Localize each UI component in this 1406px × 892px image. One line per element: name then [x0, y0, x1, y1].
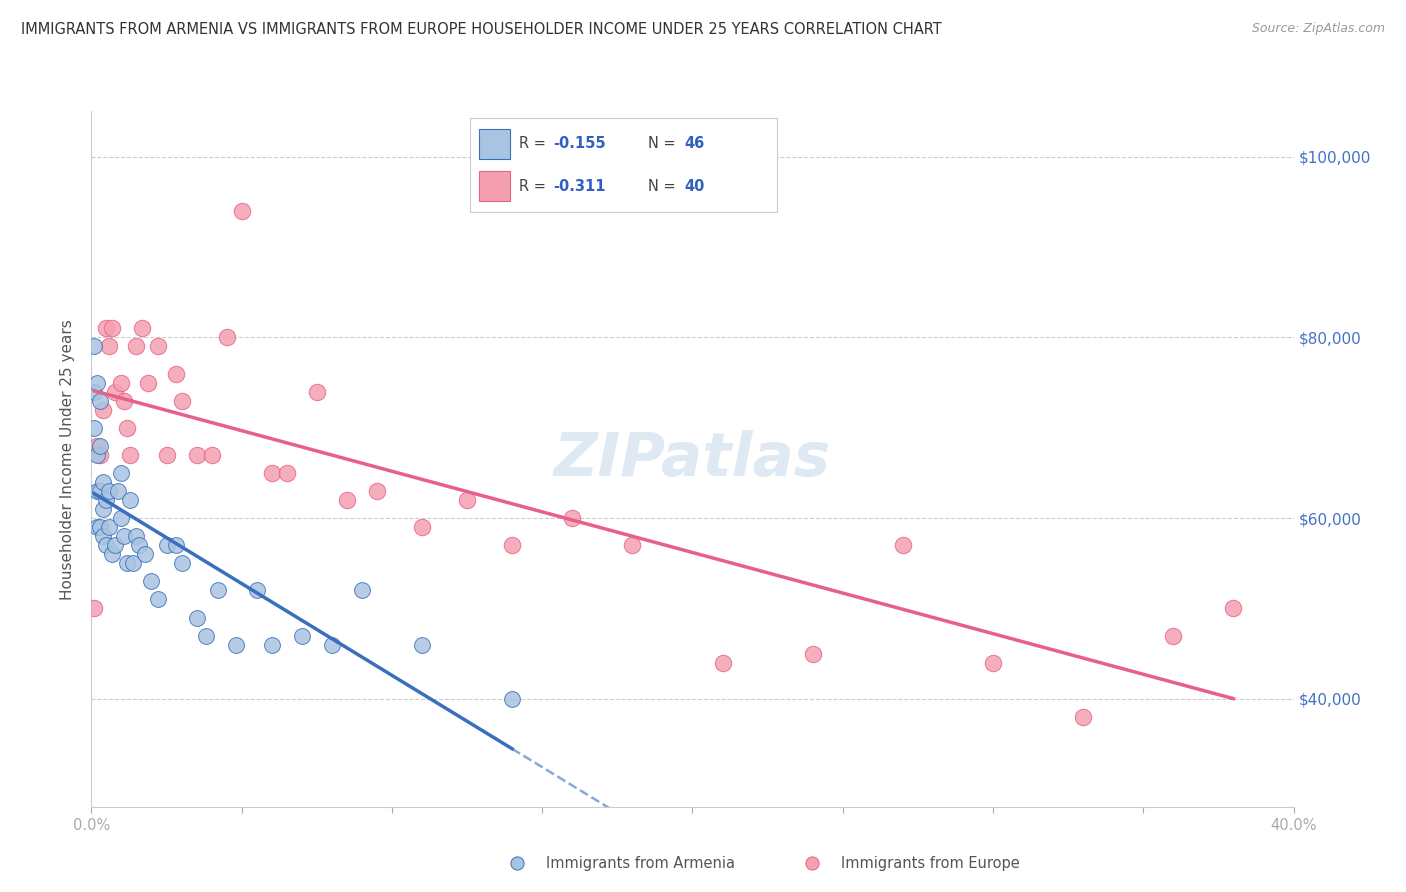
- Point: [107, 483, 129, 498]
- Point: [215, 330, 238, 344]
- Point: [98, 339, 121, 353]
- Point: [711, 656, 734, 670]
- Point: [506, 856, 529, 871]
- Point: [93, 402, 115, 417]
- Point: [93, 475, 115, 489]
- Point: [141, 574, 163, 589]
- Point: [621, 538, 644, 552]
- Point: [83, 339, 105, 353]
- Point: [83, 601, 105, 615]
- Point: [110, 376, 132, 390]
- Point: [165, 538, 187, 552]
- Text: Source: ZipAtlas.com: Source: ZipAtlas.com: [1251, 22, 1385, 36]
- Point: [260, 466, 283, 480]
- Point: [114, 393, 136, 408]
- Point: [120, 493, 142, 508]
- Point: [170, 556, 193, 570]
- Point: [86, 520, 108, 534]
- Point: [128, 538, 150, 552]
- Point: [1222, 601, 1244, 615]
- Point: [155, 538, 177, 552]
- Point: [125, 339, 148, 353]
- Point: [561, 511, 583, 525]
- Point: [86, 439, 108, 453]
- Point: [146, 592, 169, 607]
- Point: [801, 856, 824, 871]
- Point: [98, 483, 121, 498]
- Point: [117, 556, 139, 570]
- Point: [98, 520, 121, 534]
- Point: [891, 538, 914, 552]
- Point: [801, 647, 824, 661]
- Point: [981, 656, 1004, 670]
- Point: [231, 203, 253, 218]
- Point: [93, 502, 115, 516]
- Point: [120, 448, 142, 462]
- Point: [117, 421, 139, 435]
- Text: ZIPatlas: ZIPatlas: [554, 430, 831, 489]
- Point: [110, 466, 132, 480]
- Point: [456, 493, 478, 508]
- Point: [305, 384, 328, 399]
- Point: [101, 547, 124, 561]
- Point: [89, 483, 111, 498]
- Point: [86, 483, 108, 498]
- Point: [114, 529, 136, 543]
- Point: [83, 421, 105, 435]
- Point: [86, 376, 108, 390]
- Point: [86, 448, 108, 462]
- Text: IMMIGRANTS FROM ARMENIA VS IMMIGRANTS FROM EUROPE HOUSEHOLDER INCOME UNDER 25 YE: IMMIGRANTS FROM ARMENIA VS IMMIGRANTS FR…: [21, 22, 942, 37]
- Point: [101, 321, 124, 335]
- Point: [104, 538, 127, 552]
- Point: [89, 393, 111, 408]
- Point: [1161, 629, 1184, 643]
- Point: [225, 638, 247, 652]
- Point: [138, 376, 160, 390]
- Point: [125, 529, 148, 543]
- Point: [83, 384, 105, 399]
- Point: [186, 610, 208, 624]
- Point: [194, 629, 217, 643]
- Point: [246, 583, 269, 598]
- Point: [165, 367, 187, 381]
- Text: Immigrants from Armenia: Immigrants from Armenia: [546, 856, 734, 871]
- Point: [96, 493, 118, 508]
- Point: [89, 439, 111, 453]
- Y-axis label: Householder Income Under 25 years: Householder Income Under 25 years: [60, 319, 76, 599]
- Point: [96, 538, 118, 552]
- Point: [501, 691, 523, 706]
- Text: Immigrants from Europe: Immigrants from Europe: [841, 856, 1019, 871]
- Point: [122, 556, 145, 570]
- Point: [110, 511, 132, 525]
- Point: [134, 547, 156, 561]
- Point: [96, 321, 118, 335]
- Point: [89, 448, 111, 462]
- Point: [366, 483, 388, 498]
- Point: [336, 493, 359, 508]
- Point: [350, 583, 373, 598]
- Point: [155, 448, 177, 462]
- Point: [276, 466, 298, 480]
- Point: [291, 629, 314, 643]
- Point: [93, 529, 115, 543]
- Point: [207, 583, 229, 598]
- Point: [104, 384, 127, 399]
- Point: [1071, 710, 1094, 724]
- Point: [186, 448, 208, 462]
- Point: [260, 638, 283, 652]
- Point: [321, 638, 343, 652]
- Point: [201, 448, 224, 462]
- Point: [501, 538, 523, 552]
- Point: [411, 520, 433, 534]
- Point: [146, 339, 169, 353]
- Point: [89, 520, 111, 534]
- Point: [131, 321, 153, 335]
- Point: [411, 638, 433, 652]
- Point: [170, 393, 193, 408]
